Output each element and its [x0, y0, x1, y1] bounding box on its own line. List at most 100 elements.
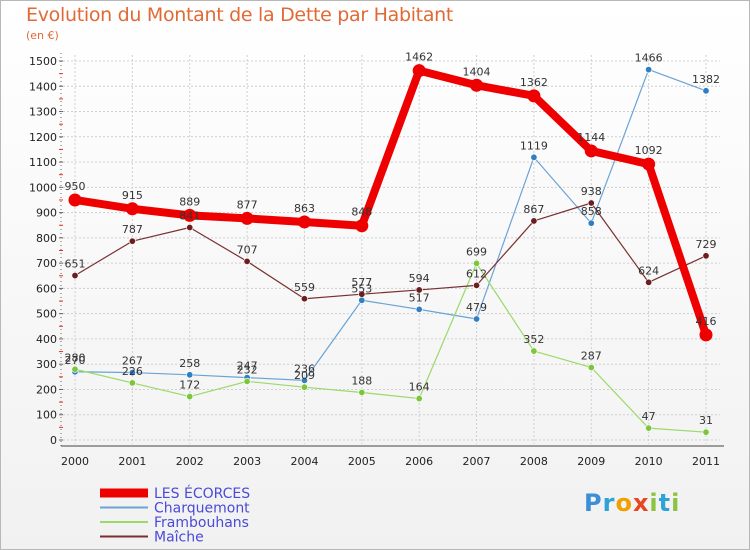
data-label: 164	[409, 381, 430, 394]
series-lines	[71, 66, 710, 433]
x-tick-label: 2005	[348, 455, 376, 468]
data-point	[642, 157, 656, 171]
series-line-frambouhans	[74, 262, 707, 433]
chart-title: Evolution du Montant de la Dette par Hab…	[26, 4, 454, 26]
data-point	[645, 424, 653, 432]
data-point	[415, 395, 423, 403]
data-point	[412, 64, 426, 78]
data-point	[186, 393, 194, 401]
data-point	[125, 202, 139, 216]
series-line-charquemont	[74, 68, 707, 381]
data-label: 841	[179, 210, 200, 223]
data-point	[71, 365, 79, 373]
y-tick-label: 1000	[29, 181, 57, 194]
data-point	[297, 215, 311, 229]
data-point	[530, 217, 538, 225]
x-tick-label: 2003	[233, 455, 261, 468]
series-line-les-corces	[71, 66, 710, 339]
data-point	[584, 144, 598, 158]
data-label: 1404	[463, 65, 491, 78]
x-tick-label: 2002	[176, 455, 204, 468]
data-point	[587, 363, 595, 371]
axes	[59, 53, 724, 447]
data-point	[587, 219, 595, 227]
data-point	[243, 377, 251, 385]
proxiti-logo: Proxiti	[584, 489, 681, 517]
x-tick-label: 2007	[463, 455, 491, 468]
data-label: 236	[294, 362, 315, 375]
data-point	[358, 290, 366, 298]
data-label: 938	[581, 185, 602, 198]
data-label: 787	[122, 223, 143, 236]
data-label: 594	[409, 272, 430, 285]
data-point	[415, 305, 423, 313]
y-tick-label: 100	[36, 409, 57, 422]
tick-labels: 0 100 200 300 400 500 600 700 800 900 1000 1100 1200…	[29, 55, 720, 468]
data-label: 553	[351, 282, 372, 295]
data-label: 172	[179, 379, 200, 392]
data-point	[186, 224, 194, 232]
data-point	[68, 193, 82, 207]
data-point	[300, 376, 308, 384]
data-label: 1382	[692, 73, 720, 86]
data-label: 479	[466, 301, 487, 314]
y-tick-label: 1300	[29, 106, 57, 119]
data-point	[355, 219, 369, 233]
x-tick-label: 2004	[290, 455, 318, 468]
x-tick-label: 2001	[118, 455, 146, 468]
data-point	[473, 259, 481, 267]
y-tick-label: 500	[36, 308, 57, 321]
data-point	[128, 379, 136, 387]
data-point	[71, 272, 79, 280]
legend-label: Frambouhans	[154, 515, 249, 531]
data-label: 863	[294, 202, 315, 215]
data-label: 950	[65, 180, 86, 193]
data-point	[358, 388, 366, 396]
y-tick-label: 900	[36, 207, 57, 220]
data-label: 858	[581, 205, 602, 218]
data-label: 729	[696, 238, 717, 251]
data-label: 707	[237, 243, 258, 256]
series-points	[68, 64, 713, 436]
y-tick-label: 1200	[29, 131, 57, 144]
data-point	[645, 278, 653, 286]
data-point	[645, 66, 653, 74]
y-tick-label: 1100	[29, 156, 57, 169]
data-point	[300, 383, 308, 391]
data-label: 867	[523, 203, 544, 216]
data-point	[527, 89, 541, 103]
legend-label: Maîche	[154, 530, 204, 546]
data-point	[300, 295, 308, 303]
data-label: 47	[642, 410, 656, 423]
data-point	[587, 199, 595, 207]
data-label: 247	[237, 360, 258, 373]
data-label: 209	[294, 369, 315, 382]
data-label: 848	[351, 206, 372, 219]
data-point	[183, 208, 197, 222]
data-label: 651	[65, 258, 86, 271]
data-label: 612	[466, 267, 487, 280]
data-point	[702, 252, 710, 260]
x-tick-label: 2010	[635, 455, 663, 468]
data-point	[128, 369, 136, 377]
data-label: 1462	[405, 51, 433, 64]
data-label: 1144	[577, 131, 605, 144]
data-label: 267	[122, 355, 143, 368]
data-label: 577	[351, 276, 372, 289]
y-tick-label: 800	[36, 232, 57, 245]
data-label: 1092	[635, 144, 663, 157]
x-tick-label: 2008	[520, 455, 548, 468]
x-tick-label: 2006	[405, 455, 433, 468]
data-point	[473, 281, 481, 289]
data-label: 559	[294, 281, 315, 294]
data-point	[530, 347, 538, 355]
unit-label: (en €)	[26, 29, 59, 42]
data-label: 270	[65, 354, 86, 367]
y-tick-label: 400	[36, 333, 57, 346]
x-tick-label: 2009	[577, 455, 605, 468]
data-point	[530, 153, 538, 161]
legend-label: LES ÉCORCES	[154, 485, 250, 502]
